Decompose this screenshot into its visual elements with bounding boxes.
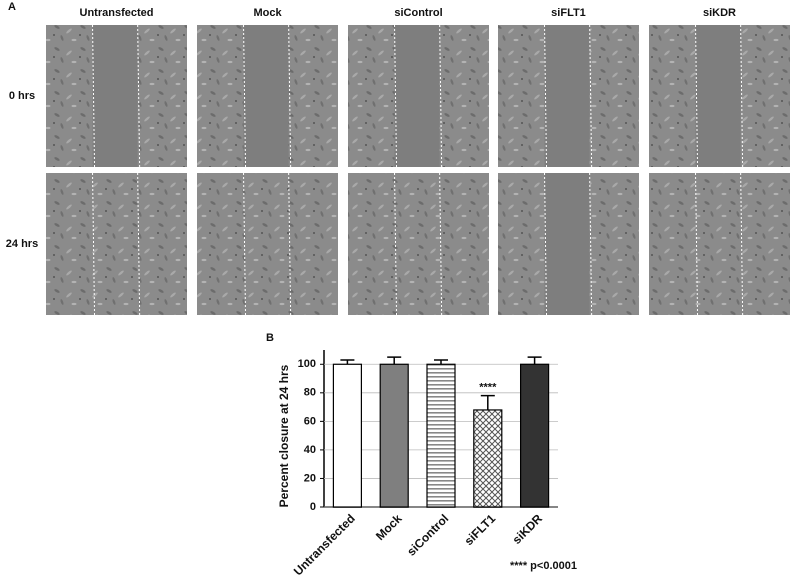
bar: [332, 363, 362, 508]
column-label: Untransfected: [80, 7, 154, 19]
error-bar: [340, 359, 355, 365]
x-tick-label: Mock: [373, 511, 405, 543]
error-bar: [527, 356, 542, 365]
error-bar: [434, 359, 448, 365]
error-bar: [387, 356, 402, 365]
wound-gap: [695, 25, 741, 167]
column-label: siControl: [394, 7, 442, 19]
x-tick-label: siFLT1: [462, 511, 499, 548]
y-tick-label: 100: [298, 358, 316, 370]
wound-gap: [243, 25, 289, 167]
x-tick-label: siKDR: [510, 511, 546, 547]
column-label: siKDR: [703, 7, 736, 19]
panel-label: B: [266, 332, 274, 344]
x-tick-label: siControl: [404, 511, 451, 558]
wound-gap: [544, 25, 590, 167]
bar: [519, 363, 550, 508]
y-axis-label: Percent closure at 24 hrs: [277, 364, 291, 507]
x-tick-label: Untransfected: [291, 511, 358, 578]
error-bar: [480, 394, 495, 410]
column-label: siFLT1: [551, 7, 586, 19]
micrograph: [348, 173, 489, 315]
footnote: **** p<0.0001: [510, 560, 577, 572]
panel-label: A: [8, 1, 16, 13]
wound-gap: [92, 25, 138, 167]
micrograph: [649, 173, 790, 315]
bar: [473, 409, 503, 508]
significance: ****: [479, 382, 497, 394]
wound-gap: [394, 25, 440, 167]
y-tick-label: 80: [304, 387, 316, 399]
y-tick-label: 20: [304, 472, 316, 484]
micrograph: [197, 173, 338, 315]
column-label: Mock: [253, 7, 282, 19]
wound-gap: [544, 173, 590, 315]
row-label: 24 hrs: [6, 238, 38, 250]
y-tick-label: 40: [304, 444, 316, 456]
micrograph: [46, 173, 187, 315]
bar: [426, 363, 456, 508]
y-tick-label: 0: [310, 501, 316, 513]
y-tick-label: 60: [304, 415, 316, 427]
row-label: 0 hrs: [9, 90, 35, 102]
bar: [379, 363, 409, 508]
